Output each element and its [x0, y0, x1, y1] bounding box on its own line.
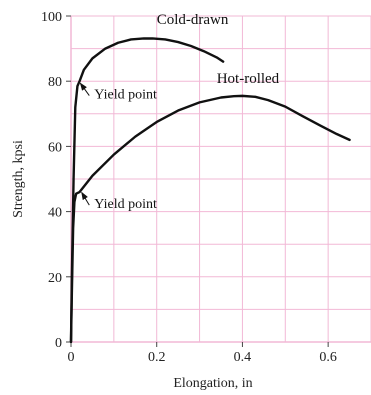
x-tick-label: 0.4 [234, 350, 252, 365]
y-tick-label: 80 [48, 75, 62, 90]
y-tick-label: 40 [48, 206, 62, 221]
y-tick-label: 0 [55, 336, 62, 351]
series-labels: Cold-drawn Hot-rolled [157, 12, 280, 87]
yield-point-arrow [81, 191, 90, 206]
series-lines [69, 37, 351, 344]
series-name-label: Hot-rolled [217, 71, 280, 87]
series-line-hot-rolled [69, 94, 351, 344]
y-axis-title: Strength, kpsi [11, 140, 26, 218]
grid [70, 15, 371, 343]
yield-point-label: Yield point [94, 197, 157, 212]
y-tick-label: 60 [48, 140, 62, 155]
x-tick-label: 0.6 [319, 350, 337, 365]
series-line-cold-drawn [69, 37, 225, 344]
yield-point-label: Yield point [94, 88, 157, 103]
x-tick-label: 0 [68, 350, 75, 365]
series-name-label: Cold-drawn [157, 12, 229, 28]
y-tick-label: 100 [41, 10, 62, 25]
x-tick-label: 0.2 [148, 350, 166, 365]
yield-point-arrow [79, 82, 90, 96]
x-axis-title: Elongation, in [173, 376, 252, 391]
tick-labels: 0 20 40 60 80 100 0 0.2 0.4 0.6 [41, 10, 337, 365]
annotations: Yield point Yield point [79, 82, 157, 212]
y-tick-label: 20 [48, 271, 62, 286]
